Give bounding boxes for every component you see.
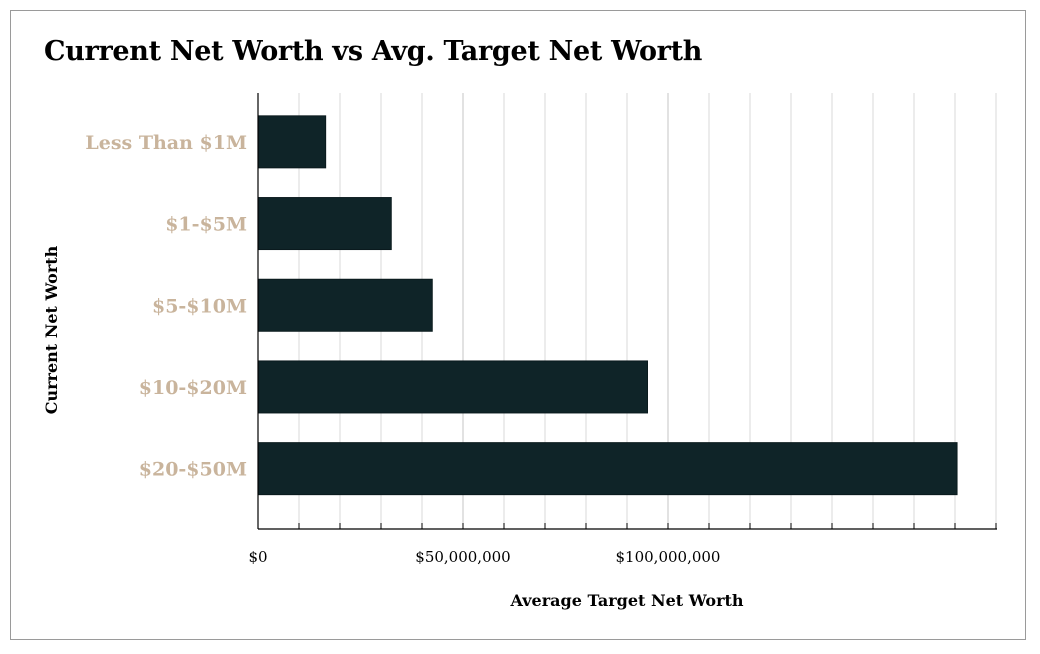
axes xyxy=(257,93,997,530)
y-tick-label: Less Than $1M xyxy=(85,132,247,154)
bar xyxy=(257,360,648,414)
bar xyxy=(257,197,392,251)
labels: Less Than $1M $1-$5M $5-$10M $10-$20M $20-$5… xyxy=(42,132,744,610)
x-tick-label: $0 xyxy=(248,548,267,566)
y-tick-label: $5-$10M xyxy=(152,295,247,317)
bar xyxy=(257,115,327,169)
bar xyxy=(257,442,958,496)
x-axis-title: Average Target Net Worth xyxy=(509,591,743,610)
x-tick-label: $100,000,000 xyxy=(616,548,721,566)
bar xyxy=(257,278,433,332)
x-tick-label: $50,000,000 xyxy=(415,548,510,566)
y-tick-label: $10-$20M xyxy=(139,377,247,399)
bars xyxy=(257,115,958,496)
y-tick-label: $20-$50M xyxy=(139,459,247,481)
y-tick-label: $1-$5M xyxy=(165,214,247,236)
chart-title: Current Net Worth vs Avg. Target Net Wor… xyxy=(44,36,703,67)
chart-frame xyxy=(10,10,1026,640)
y-axis-title: Current Net Worth xyxy=(42,245,61,414)
